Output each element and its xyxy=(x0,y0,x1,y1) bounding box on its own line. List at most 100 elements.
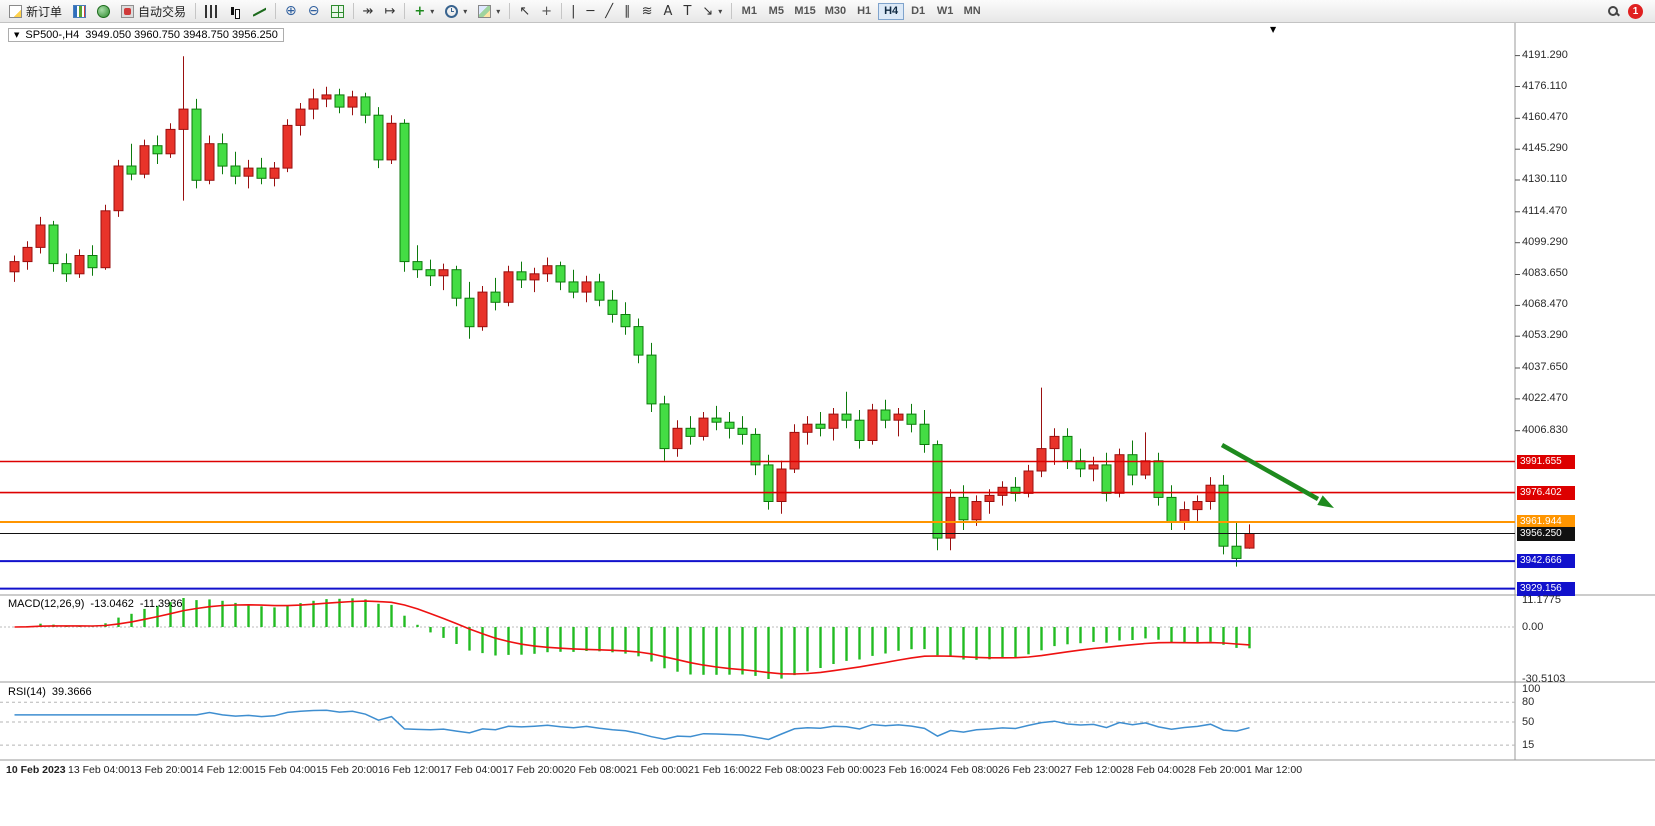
bar-chart-button[interactable] xyxy=(200,2,223,21)
zoom-out-button[interactable]: ⊖ xyxy=(303,2,325,21)
time-axis-label: 23 Feb 00:00 xyxy=(812,764,874,776)
toolbar-separator xyxy=(352,3,354,19)
time-axis-label: 22 Feb 08:00 xyxy=(750,764,812,776)
timeframe-m15-button[interactable]: M15 xyxy=(790,3,819,20)
search-icon[interactable] xyxy=(1608,6,1618,16)
time-axis-label: 21 Feb 00:00 xyxy=(626,764,688,776)
symbol-dropdown-icon[interactable]: ▼ xyxy=(14,31,20,39)
horizontal-line-icon: ─ xyxy=(586,3,595,19)
toolbar-right-group: 1 xyxy=(1608,3,1651,19)
fibonacci-button[interactable]: ≋ xyxy=(637,2,658,21)
toolbar-separator xyxy=(404,3,406,19)
zoom-in-icon: ⊕ xyxy=(285,3,297,19)
price-tick-label: 4037.650 xyxy=(1522,361,1568,373)
macd-name: MACD(12,26,9) xyxy=(8,598,85,610)
time-axis-label: 14 Feb 12:00 xyxy=(192,764,254,776)
crosshair-button[interactable]: + xyxy=(536,2,557,21)
time-axis-label: 15 Feb 20:00 xyxy=(316,764,378,776)
price-tick-label: 4099.290 xyxy=(1522,236,1568,248)
trendline-icon: ╱ xyxy=(605,3,614,19)
timeframe-m30-button[interactable]: M30 xyxy=(821,3,850,20)
fibonacci-icon: ≋ xyxy=(641,3,653,19)
time-axis-label: 27 Feb 12:00 xyxy=(1060,764,1122,776)
auto-trading-label: 自动交易 xyxy=(138,4,187,19)
timeframe-d1-button[interactable]: D1 xyxy=(905,3,931,20)
candlestick-chart-button[interactable] xyxy=(224,2,247,21)
rsi-label: RSI(14) 39.3666 xyxy=(8,686,92,698)
timeframe-w1-button[interactable]: W1 xyxy=(932,3,958,20)
price-axis[interactable]: 3991.655 3976.402 3961.944 3956.250 3942.666… xyxy=(1515,23,1655,760)
zoom-out-icon: ⊖ xyxy=(307,3,320,19)
time-axis-label: 15 Feb 04:00 xyxy=(254,764,316,776)
trend-arrow-annotation[interactable] xyxy=(1220,443,1334,508)
new-order-button[interactable]: 新订单 xyxy=(4,2,67,21)
community-button[interactable] xyxy=(92,2,115,21)
price-tick-label: 4022.470 xyxy=(1522,392,1568,404)
timeframe-h1-button[interactable]: H1 xyxy=(851,3,877,20)
horizontal-line-button[interactable]: ─ xyxy=(581,2,599,21)
chart-ohlc-info: ▼ SP500-,H4 3949.050 3960.750 3948.750 3… xyxy=(8,28,284,42)
time-axis-label: 13 Feb 04:00 xyxy=(68,764,130,776)
zoom-in-button[interactable]: ⊕ xyxy=(280,2,302,21)
trendline-button[interactable]: ╱ xyxy=(600,2,618,21)
chart-shift-button[interactable]: ↦ xyxy=(379,2,400,21)
new-order-label: 新订单 xyxy=(26,4,63,19)
chart-canvas[interactable] xyxy=(0,23,1655,780)
time-axis[interactable]: 10 Feb 2023 13 Feb 04:00 13 Feb 20:00 14 Fe… xyxy=(0,761,1655,779)
arrows-button[interactable]: ↘ ▾ xyxy=(697,2,727,21)
dropdown-icon: ▾ xyxy=(718,6,723,16)
timeframe-mn-button[interactable]: MN xyxy=(959,3,985,20)
macd-axis-label: 11.1775 xyxy=(1522,594,1561,606)
community-icon xyxy=(97,4,111,18)
macd-axis-label: -30.5103 xyxy=(1522,673,1566,685)
rsi-axis-label: 15 xyxy=(1522,739,1535,751)
vertical-line-button[interactable]: | xyxy=(566,2,580,21)
templates-button[interactable]: ▾ xyxy=(473,2,505,21)
text-label-icon: T xyxy=(683,3,692,19)
price-tick-label: 4006.830 xyxy=(1522,424,1568,436)
periods-button[interactable]: ▾ xyxy=(440,2,472,21)
line-chart-button[interactable] xyxy=(248,2,271,21)
price-level-tag: 3976.402 xyxy=(1517,486,1575,500)
new-order-icon xyxy=(9,4,22,18)
templates-icon xyxy=(478,4,492,18)
time-axis-label: 20 Feb 08:00 xyxy=(564,764,626,776)
indicators-button[interactable]: + ▾ xyxy=(409,2,439,21)
macd-indicator xyxy=(0,598,1515,679)
time-axis-label: 23 Feb 16:00 xyxy=(874,764,936,776)
rsi-axis-label: 50 xyxy=(1522,716,1535,728)
tile-windows-button[interactable] xyxy=(326,2,349,21)
vertical-line-icon: | xyxy=(571,3,576,19)
channel-button[interactable]: ∥ xyxy=(619,2,636,21)
text-label-button[interactable]: T xyxy=(678,2,696,21)
dropdown-icon: ▾ xyxy=(496,6,501,16)
notification-badge[interactable]: 1 xyxy=(1628,3,1643,19)
candlestick-series xyxy=(9,56,1255,567)
macd-value-main: -13.0462 xyxy=(90,598,134,610)
timeframe-m1-button[interactable]: M1 xyxy=(736,3,762,20)
rsi-line xyxy=(14,709,1250,741)
price-level-tag: 3961.944 xyxy=(1517,515,1575,529)
time-axis-label: 17 Feb 04:00 xyxy=(440,764,502,776)
text-button[interactable]: A xyxy=(659,2,678,21)
auto-scroll-icon: ↠ xyxy=(362,3,374,19)
toolbar-separator xyxy=(731,3,733,19)
cursor-button[interactable]: ↖ xyxy=(514,2,535,21)
toolbar-separator xyxy=(509,3,511,19)
time-axis-label: 26 Feb 23:00 xyxy=(998,764,1060,776)
timeframe-m5-button[interactable]: M5 xyxy=(763,3,789,20)
chart-window-button[interactable] xyxy=(68,2,91,21)
toolbar-separator xyxy=(561,3,563,19)
auto-trading-button[interactable]: 自动交易 xyxy=(116,2,191,21)
timeframe-h4-button[interactable]: H4 xyxy=(878,2,905,20)
time-axis-label: 10 Feb 2023 xyxy=(6,764,66,776)
chart-shift-icon: ↦ xyxy=(384,3,396,19)
auto-scroll-button[interactable]: ↠ xyxy=(358,2,379,21)
time-axis-label: 17 Feb 20:00 xyxy=(502,764,564,776)
macd-value-signal: -11.3936 xyxy=(139,598,183,610)
price-tick-label: 4114.470 xyxy=(1522,205,1568,217)
price-tick-label: 4130.110 xyxy=(1522,173,1568,185)
toolbar-separator xyxy=(195,3,197,19)
time-axis-label: 16 Feb 12:00 xyxy=(378,764,440,776)
chart-dropdown-marker[interactable]: ▼ xyxy=(1270,25,1277,34)
